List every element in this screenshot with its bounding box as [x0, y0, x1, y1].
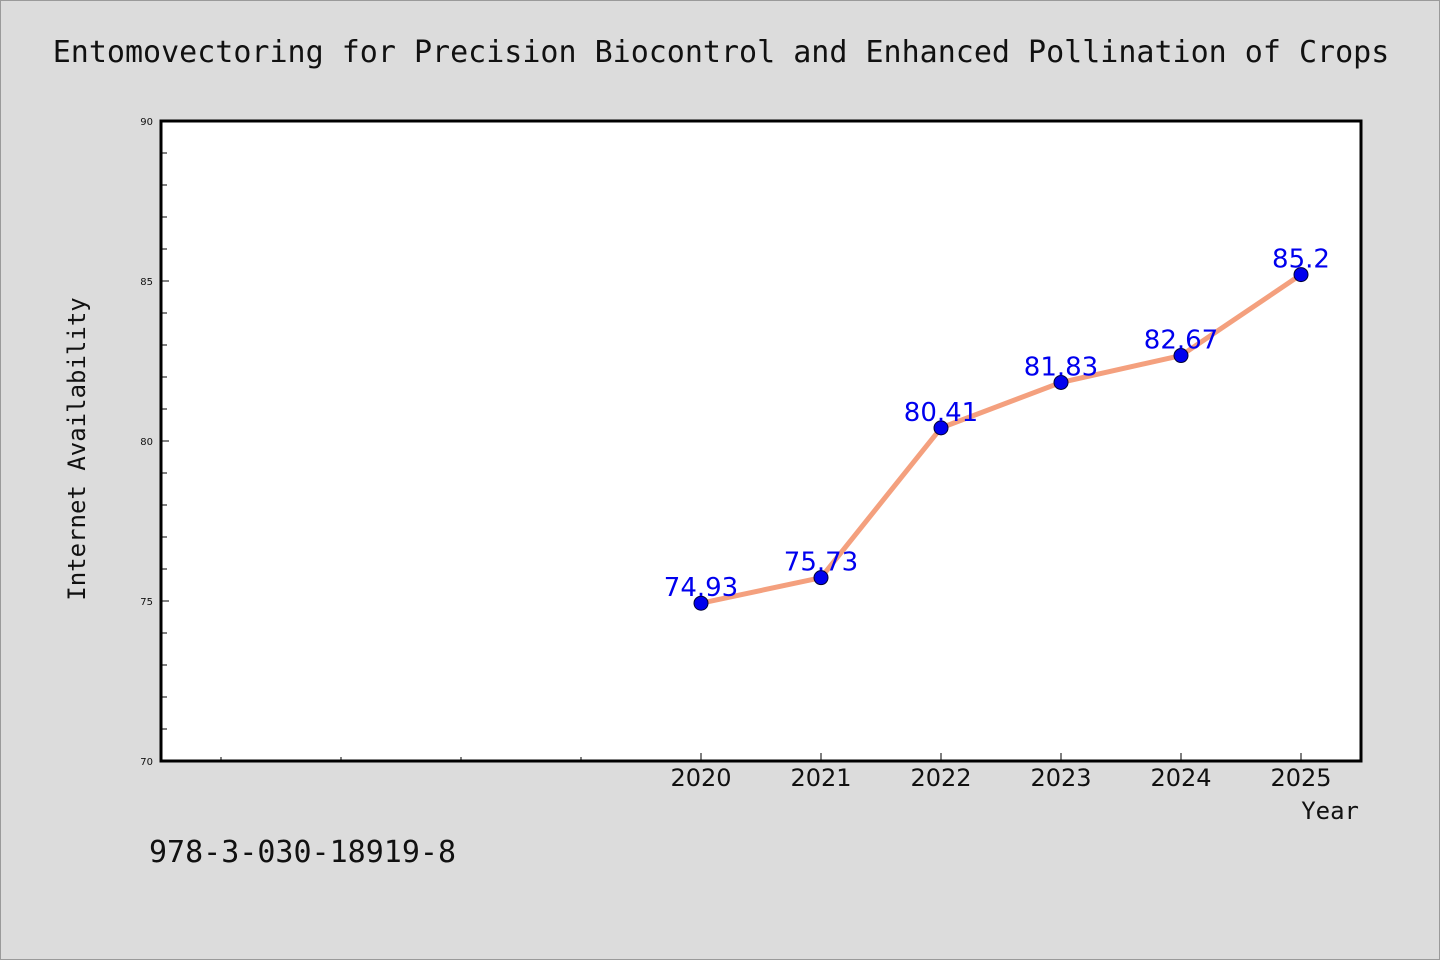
isbn-note: 978-3-030-18919-8 [149, 835, 457, 870]
series-polyline [698, 272, 1304, 606]
data-labels: 74.93 75.73 80.41 81.83 82.67 85.2 [664, 245, 1330, 604]
x-axis-ticks: 2020 2021 2022 2023 2024 2025 [220, 753, 1332, 792]
data-label: 82.67 [1144, 326, 1218, 356]
data-point [813, 570, 829, 586]
y-tick-label: 75 [140, 597, 153, 608]
data-label: 85.2 [1272, 245, 1330, 275]
data-point [933, 420, 949, 436]
data-point [1053, 374, 1069, 390]
x-tick-label: 2025 [1270, 764, 1331, 792]
x-axis-label: Year [1301, 797, 1359, 825]
y-tick-label: 80 [140, 437, 153, 448]
data-point [693, 595, 709, 611]
data-label: 81.83 [1024, 352, 1098, 382]
series-line [698, 272, 1304, 606]
y-axis-ticks: 70 75 80 85 90 [140, 117, 169, 768]
plot-area [159, 119, 1363, 763]
x-tick-label: 2022 [910, 764, 971, 792]
data-point [1293, 267, 1309, 283]
data-point [1173, 348, 1189, 364]
y-tick-label: 90 [140, 117, 153, 128]
x-tick-label: 2020 [670, 764, 731, 792]
chart-title: Entomovectoring for Precision Biocontrol… [52, 35, 1390, 70]
y-tick-label: 85 [140, 277, 153, 288]
x-tick-label: 2023 [1030, 764, 1091, 792]
series-markers [693, 267, 1309, 611]
data-label: 80.41 [904, 398, 978, 428]
data-label: 75.73 [784, 548, 858, 578]
x-tick-label: 2021 [790, 764, 851, 792]
x-tick-label: 2024 [1150, 764, 1211, 792]
data-label: 74.93 [664, 573, 738, 603]
y-tick-label: 70 [140, 757, 153, 768]
